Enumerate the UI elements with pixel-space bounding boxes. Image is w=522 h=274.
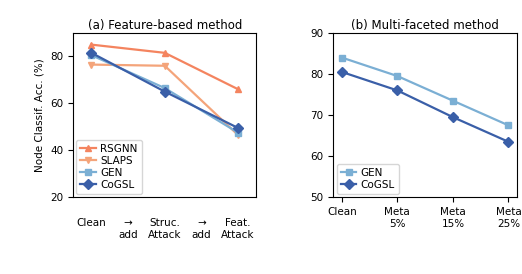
RSGNN: [162, 51, 168, 55]
Text: Feat.
Attack: Feat. Attack: [221, 218, 255, 240]
Line: GEN: GEN: [88, 52, 242, 136]
Title: (a) Feature-based method: (a) Feature-based method: [88, 19, 242, 32]
GEN: [339, 56, 345, 59]
Text: Clean: Clean: [77, 218, 106, 229]
SLAPS: [162, 64, 168, 67]
GEN: [394, 75, 400, 78]
CoGSL: [339, 70, 345, 74]
CoGSL: [88, 51, 94, 55]
Line: CoGSL: CoGSL: [338, 68, 512, 145]
GEN: [505, 124, 512, 127]
CoGSL: [394, 89, 400, 92]
Y-axis label: Node Classif. Acc. (%): Node Classif. Acc. (%): [34, 58, 45, 172]
GEN: [450, 99, 456, 102]
Text: Struc.
Attack: Struc. Attack: [148, 218, 182, 240]
SLAPS: [88, 63, 94, 66]
RSGNN: [235, 88, 241, 91]
CoGSL: [505, 140, 512, 144]
CoGSL: [235, 126, 241, 130]
Line: GEN: GEN: [338, 54, 512, 129]
Line: CoGSL: CoGSL: [88, 49, 242, 132]
Text: →
add: → add: [192, 218, 211, 240]
GEN: [235, 131, 241, 134]
Line: SLAPS: SLAPS: [88, 61, 242, 139]
SLAPS: [235, 133, 241, 137]
Legend: RSGNN, SLAPS, GEN, CoGSL: RSGNN, SLAPS, GEN, CoGSL: [76, 139, 141, 194]
Text: →
add: → add: [118, 218, 138, 240]
GEN: [162, 86, 168, 90]
CoGSL: [162, 90, 168, 93]
CoGSL: [450, 116, 456, 119]
GEN: [88, 53, 94, 57]
Legend: GEN, CoGSL: GEN, CoGSL: [337, 164, 399, 194]
RSGNN: [88, 43, 94, 46]
Line: RSGNN: RSGNN: [88, 41, 242, 93]
Title: (b) Multi-faceted method: (b) Multi-faceted method: [351, 19, 499, 32]
